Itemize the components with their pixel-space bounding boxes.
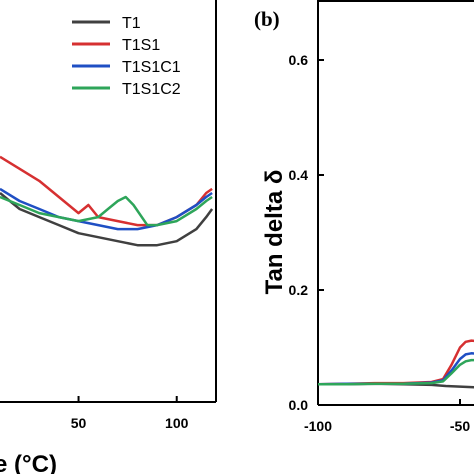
- panel-b-y-tick-label: 0.4: [289, 167, 309, 183]
- panel-a-x-axis-title: e (°C): [0, 451, 57, 474]
- panel-a-x-tick-label: 100: [165, 415, 189, 431]
- legend-label-t1s1c2: T1S1C2: [122, 81, 181, 98]
- panel-b-x-tick-label: -50: [450, 418, 470, 434]
- legend-label-t1s1: T1S1: [122, 37, 160, 54]
- legend-label-t1: T1: [122, 15, 141, 32]
- panel-a-x-tick-label: 50: [71, 415, 87, 431]
- panel-b-label: (b): [254, 7, 280, 31]
- panel-a: 50 100 e (°C) T1 T1S1 T1S1C1 T1S1C2: [0, 0, 217, 474]
- panel-b-x-tick-label: -100: [304, 418, 332, 434]
- panel-b-y-tick-label: 0.0: [289, 397, 309, 413]
- panel-b-series-2: [317, 352, 474, 386]
- panel-b-series-3: [318, 358, 474, 386]
- panel-a-series-t1: [0, 192, 214, 247]
- panel-b-y-tick-label: 0.2: [289, 282, 309, 298]
- legend-label-t1s1c1: T1S1C1: [122, 59, 181, 76]
- panel-a-series-t1s1c1: [0, 187, 213, 231]
- panel-b-y-axis-title: Tan delta δ: [261, 170, 288, 295]
- panel-a-legend: T1 T1S1 T1S1C1 T1S1C2: [72, 15, 181, 98]
- panel-b: (b) 0.0 0.2 0.4 0.6 -100 -50 Tan delta δ: [254, 0, 474, 434]
- panel-b-series-1: [317, 339, 474, 386]
- panel-a-series-t1s1c2: [0, 195, 213, 227]
- panel-b-y-tick-label: 0.6: [289, 52, 309, 68]
